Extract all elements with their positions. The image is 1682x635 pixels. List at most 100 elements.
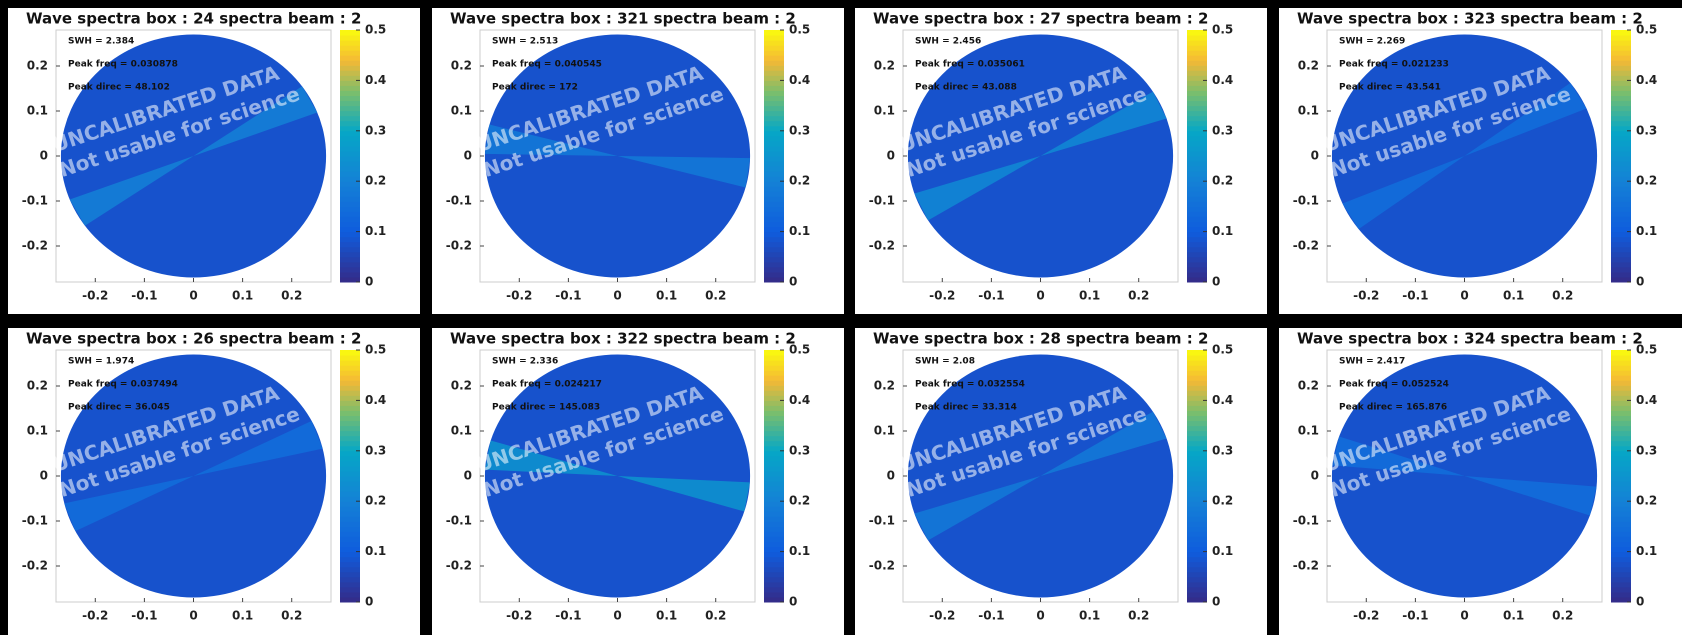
colorbar-cell bbox=[1611, 440, 1631, 447]
colorbar-cell bbox=[340, 196, 360, 202]
colorbar-cell bbox=[764, 125, 784, 132]
colorbar-cell bbox=[1611, 360, 1631, 366]
x-tick-label: -0.1 bbox=[1402, 289, 1428, 303]
colorbar-cell bbox=[1187, 30, 1207, 36]
colorbar-cell bbox=[1187, 566, 1207, 573]
y-tick-label: 0.2 bbox=[1298, 379, 1319, 393]
x-tick-label: 0 bbox=[1036, 609, 1044, 623]
colorbar-cell bbox=[1611, 455, 1631, 462]
y-tick-label: -0.1 bbox=[22, 194, 48, 208]
x-tick-label: -0.1 bbox=[1402, 609, 1428, 623]
colorbar-cell bbox=[1611, 60, 1631, 66]
colorbar-cell bbox=[1187, 246, 1207, 253]
colorbar-cell bbox=[1187, 400, 1207, 406]
colorbar-cell bbox=[764, 196, 784, 202]
colorbar-cell bbox=[764, 176, 784, 182]
colorbar-cell bbox=[1187, 85, 1207, 91]
colorbar-cell bbox=[1187, 161, 1207, 167]
y-tick-label: 0.2 bbox=[874, 59, 895, 73]
y-tick-label: -0.2 bbox=[869, 239, 895, 253]
colorbar-cell bbox=[340, 581, 360, 588]
colorbar-cell bbox=[1611, 581, 1631, 588]
colorbar-cell bbox=[340, 251, 360, 258]
colorbar-cell bbox=[1187, 445, 1207, 452]
colorbar-cell bbox=[1611, 206, 1631, 212]
colorbar-cell bbox=[1187, 596, 1207, 603]
x-tick-label: -0.1 bbox=[555, 289, 581, 303]
colorbar-tick-label: 0.2 bbox=[789, 174, 810, 188]
x-tick-label: 0 bbox=[613, 289, 621, 303]
colorbar-tick-label: 0.1 bbox=[1636, 224, 1657, 238]
colorbar-cell bbox=[1187, 410, 1207, 417]
colorbar-cell bbox=[340, 420, 360, 427]
annotation: Peak freq = 0.035061 bbox=[915, 60, 1025, 70]
y-tick-label: 0.2 bbox=[27, 59, 48, 73]
colorbar-cell bbox=[764, 400, 784, 406]
colorbar-tick-label: 0.4 bbox=[789, 73, 810, 87]
colorbar-cell bbox=[340, 241, 360, 248]
colorbar-cell bbox=[764, 231, 784, 238]
colorbar-cell bbox=[1611, 130, 1631, 137]
colorbar-cell bbox=[1611, 576, 1631, 583]
colorbar-cell bbox=[1187, 521, 1207, 527]
x-tick-label: 0.2 bbox=[705, 609, 726, 623]
colorbar-cell bbox=[340, 206, 360, 212]
colorbar-cell bbox=[1187, 470, 1207, 477]
colorbar-cell bbox=[1187, 546, 1207, 553]
colorbar-cell bbox=[764, 476, 784, 482]
colorbar-cell bbox=[1611, 45, 1631, 51]
colorbar-cell bbox=[340, 410, 360, 417]
colorbar-cell bbox=[1611, 221, 1631, 228]
colorbar-cell bbox=[1611, 120, 1631, 127]
colorbar-cell bbox=[1611, 531, 1631, 537]
colorbar-cell bbox=[1187, 385, 1207, 391]
colorbar-tick-label: 0.3 bbox=[1212, 123, 1233, 137]
colorbar-cell bbox=[764, 486, 784, 492]
colorbar-cell bbox=[1187, 491, 1207, 497]
colorbar-cell bbox=[764, 375, 784, 381]
colorbar-tick-label: 0.4 bbox=[789, 393, 810, 407]
colorbar-cell bbox=[764, 445, 784, 452]
x-tick-label: 0.2 bbox=[1128, 289, 1149, 303]
colorbar-cell bbox=[764, 481, 784, 487]
x-tick-label: 0 bbox=[1460, 609, 1468, 623]
colorbar-cell bbox=[340, 191, 360, 197]
beam bbox=[617, 156, 751, 188]
colorbar-cell bbox=[340, 271, 360, 278]
x-tick-label: 0 bbox=[1036, 289, 1044, 303]
colorbar-cell bbox=[340, 516, 360, 522]
colorbar-cell bbox=[1611, 231, 1631, 238]
colorbar-cell bbox=[1187, 476, 1207, 482]
colorbar-cell bbox=[1611, 425, 1631, 432]
colorbar-cell bbox=[1611, 566, 1631, 573]
colorbar-cell bbox=[1611, 115, 1631, 122]
colorbar-cell bbox=[1611, 435, 1631, 442]
colorbar-cell bbox=[1611, 591, 1631, 598]
colorbar-cell bbox=[1187, 115, 1207, 122]
colorbar-cell bbox=[1187, 176, 1207, 182]
colorbar-cell bbox=[1611, 546, 1631, 553]
colorbar-cell bbox=[1187, 181, 1207, 187]
colorbar-cell bbox=[340, 591, 360, 598]
colorbar-cell bbox=[340, 231, 360, 238]
colorbar-cell bbox=[340, 465, 360, 472]
colorbar-cell bbox=[1611, 150, 1631, 157]
x-tick-label: 0 bbox=[613, 609, 621, 623]
colorbar-cell bbox=[764, 596, 784, 603]
colorbar-tick-label: 0.3 bbox=[1636, 123, 1657, 137]
colorbar-cell bbox=[1187, 501, 1207, 507]
colorbar-cell bbox=[764, 541, 784, 548]
colorbar-cell bbox=[764, 506, 784, 512]
colorbar-cell bbox=[1611, 125, 1631, 132]
colorbar-cell bbox=[1611, 445, 1631, 452]
colorbar-cell bbox=[1187, 156, 1207, 162]
colorbar-cell bbox=[764, 221, 784, 228]
colorbar-cell bbox=[340, 390, 360, 396]
y-tick-label: 0.1 bbox=[451, 104, 472, 118]
colorbar-cell bbox=[764, 115, 784, 122]
colorbar-cell bbox=[340, 35, 360, 41]
colorbar-tick-label: 0 bbox=[365, 275, 373, 289]
colorbar-cell bbox=[340, 266, 360, 273]
colorbar-cell bbox=[764, 576, 784, 583]
colorbar-cell bbox=[340, 130, 360, 137]
